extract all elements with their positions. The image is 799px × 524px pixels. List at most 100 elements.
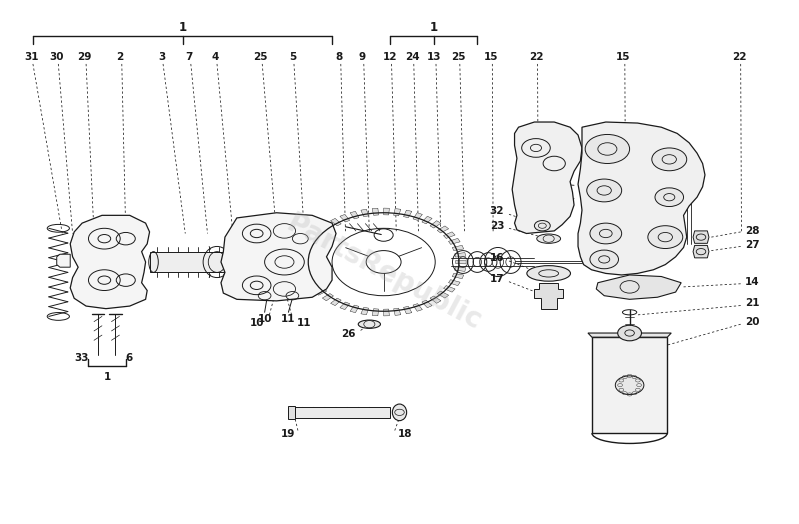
Text: 8: 8 <box>336 52 343 62</box>
Circle shape <box>652 148 686 171</box>
Text: 22: 22 <box>529 52 543 62</box>
Polygon shape <box>512 122 582 234</box>
Polygon shape <box>309 235 321 242</box>
Text: 6: 6 <box>125 353 133 363</box>
Polygon shape <box>430 296 441 303</box>
Polygon shape <box>57 254 70 267</box>
Polygon shape <box>394 308 401 315</box>
Polygon shape <box>372 208 379 215</box>
Polygon shape <box>455 260 466 264</box>
Text: 5: 5 <box>288 52 296 62</box>
Text: 28: 28 <box>745 226 759 236</box>
Polygon shape <box>422 300 432 308</box>
Polygon shape <box>361 308 368 315</box>
Polygon shape <box>596 275 682 299</box>
Text: 7: 7 <box>185 52 193 62</box>
Text: 4: 4 <box>212 52 219 62</box>
Polygon shape <box>455 253 466 257</box>
Text: 20: 20 <box>745 316 759 326</box>
Polygon shape <box>448 238 460 244</box>
Circle shape <box>585 135 630 163</box>
Polygon shape <box>403 307 411 314</box>
Polygon shape <box>305 277 316 282</box>
Text: 31: 31 <box>24 52 38 62</box>
Text: 21: 21 <box>745 299 759 309</box>
Polygon shape <box>322 223 333 231</box>
Text: 2: 2 <box>117 52 124 62</box>
Polygon shape <box>361 209 368 216</box>
Circle shape <box>590 250 618 269</box>
Text: 32: 32 <box>490 206 504 216</box>
Polygon shape <box>588 333 671 337</box>
Text: 13: 13 <box>427 52 442 62</box>
Polygon shape <box>309 282 321 289</box>
Polygon shape <box>70 215 149 309</box>
Polygon shape <box>316 288 327 295</box>
Polygon shape <box>331 298 341 305</box>
Polygon shape <box>301 264 312 268</box>
Circle shape <box>648 226 683 248</box>
Text: 16: 16 <box>490 253 504 263</box>
Text: PartsRepublic: PartsRepublic <box>281 209 486 336</box>
Text: 23: 23 <box>490 221 504 231</box>
Polygon shape <box>295 407 390 418</box>
Ellipse shape <box>358 320 380 329</box>
Circle shape <box>535 221 551 231</box>
Polygon shape <box>443 232 455 238</box>
Polygon shape <box>302 249 313 254</box>
Text: 24: 24 <box>405 52 419 62</box>
Text: 1: 1 <box>179 20 187 34</box>
Text: 33: 33 <box>74 353 89 363</box>
Polygon shape <box>394 209 401 216</box>
Text: 14: 14 <box>745 277 759 287</box>
Polygon shape <box>322 293 333 301</box>
Polygon shape <box>578 122 705 275</box>
Text: 25: 25 <box>451 52 466 62</box>
Polygon shape <box>372 309 379 316</box>
Text: 10: 10 <box>250 318 264 328</box>
Polygon shape <box>422 216 432 224</box>
Polygon shape <box>535 283 563 309</box>
Polygon shape <box>301 256 312 260</box>
Text: 22: 22 <box>732 52 746 62</box>
Polygon shape <box>149 252 237 272</box>
Text: 26: 26 <box>341 329 356 339</box>
Polygon shape <box>452 274 463 279</box>
Polygon shape <box>331 219 341 226</box>
Polygon shape <box>452 245 463 250</box>
Text: 1: 1 <box>430 20 438 34</box>
Ellipse shape <box>392 404 407 421</box>
Text: 15: 15 <box>616 52 630 62</box>
Polygon shape <box>413 213 423 221</box>
Polygon shape <box>350 211 359 219</box>
Text: 11: 11 <box>281 314 296 324</box>
Text: 10: 10 <box>257 314 272 324</box>
Polygon shape <box>288 406 295 419</box>
Ellipse shape <box>537 234 561 243</box>
Polygon shape <box>413 303 423 311</box>
Text: 19: 19 <box>280 429 295 439</box>
Text: 1: 1 <box>104 372 111 382</box>
Polygon shape <box>430 221 441 228</box>
Polygon shape <box>443 286 455 292</box>
Circle shape <box>618 325 642 341</box>
Polygon shape <box>302 270 313 275</box>
Ellipse shape <box>527 266 570 281</box>
Text: 27: 27 <box>745 241 759 250</box>
Polygon shape <box>693 245 709 258</box>
Text: 9: 9 <box>359 52 366 62</box>
Text: 3: 3 <box>158 52 165 62</box>
Circle shape <box>590 223 622 244</box>
Text: 17: 17 <box>490 274 504 283</box>
Circle shape <box>655 188 684 206</box>
Polygon shape <box>221 213 336 301</box>
Text: 18: 18 <box>398 429 412 439</box>
Polygon shape <box>340 214 350 222</box>
Text: 25: 25 <box>253 52 268 62</box>
Polygon shape <box>455 267 466 271</box>
Polygon shape <box>592 337 667 433</box>
Text: 12: 12 <box>383 52 397 62</box>
Text: 29: 29 <box>78 52 92 62</box>
Polygon shape <box>305 242 316 247</box>
Circle shape <box>586 179 622 202</box>
